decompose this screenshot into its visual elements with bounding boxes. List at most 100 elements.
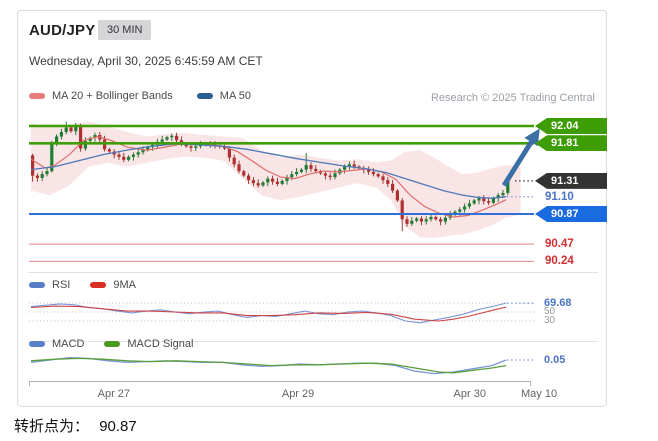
ma50-line	[30, 143, 507, 199]
legend-macd-swatch	[29, 341, 45, 347]
legend-rsi-swatch	[90, 282, 107, 288]
legend-rsi-label: 9MA	[113, 279, 136, 291]
candle-body	[55, 136, 59, 143]
candle-body	[35, 175, 39, 178]
candle-body	[472, 200, 476, 204]
candle-body	[299, 169, 303, 172]
candle-body	[323, 173, 327, 176]
candle-body	[429, 216, 433, 220]
chart-date: Wednesday, April 30, 2025 6:45:59 AM CET	[29, 54, 263, 68]
panel-divider	[28, 341, 598, 342]
candle-body	[146, 147, 150, 151]
candle-body	[467, 203, 471, 207]
candle-body	[371, 171, 375, 175]
candle-body	[304, 165, 308, 170]
candle-body	[391, 183, 395, 191]
candle-body	[88, 138, 92, 142]
x-axis-bracket	[29, 381, 531, 386]
macd-value-label: 0.05	[544, 354, 566, 366]
candle-body	[496, 195, 500, 199]
candle-body	[424, 219, 428, 222]
candle-body	[463, 206, 467, 210]
candle-body	[83, 141, 87, 149]
candle-body	[194, 146, 198, 148]
attribution-text: Research © 2025 Trading Central	[430, 92, 595, 104]
candle-body	[107, 149, 111, 152]
candle-body	[31, 155, 35, 176]
candle-body	[501, 192, 505, 196]
panel-divider	[28, 272, 598, 273]
legend-macd-label: MACD Signal	[127, 338, 194, 350]
candle-body	[415, 218, 419, 221]
pivot-point: 转折点为： 90.87	[14, 415, 137, 436]
candle-body	[131, 154, 135, 157]
rsi-level-label: 69.68	[544, 297, 572, 310]
candle-body	[40, 174, 44, 178]
candle-body	[333, 173, 337, 178]
candle-body	[266, 178, 270, 183]
candle-body	[309, 165, 313, 169]
candle-body	[386, 180, 390, 184]
legend-rsi-label: RSI	[52, 279, 71, 291]
macd-series	[30, 357, 507, 374]
legend-macd-item: MACD Signal	[104, 338, 193, 350]
candle-body	[314, 168, 318, 172]
legend-macd-swatch	[104, 341, 121, 347]
candle-body	[434, 216, 438, 220]
candle-body	[199, 144, 203, 147]
candle-body	[328, 175, 332, 178]
candle-body	[405, 219, 409, 224]
chart-card: AUD/JPY 30 MIN Wednesday, April 30, 2025…	[17, 10, 607, 407]
legend-rsi-item: 9MA	[90, 279, 136, 291]
candle-body	[347, 164, 351, 167]
candle-body	[232, 157, 236, 165]
rsi-level-label: 30	[544, 315, 556, 326]
candle-body	[275, 181, 279, 184]
candle-body	[367, 169, 371, 172]
candle-body	[376, 174, 380, 177]
candle-body	[477, 198, 481, 201]
candle-body	[400, 200, 404, 220]
candle-body	[352, 164, 356, 167]
candle-body	[189, 146, 193, 148]
rsi-level-label: 50	[544, 306, 556, 317]
candle-body	[343, 166, 347, 170]
candle-body	[506, 180, 510, 193]
candle-body	[93, 135, 97, 139]
pivot-point-label: 转折点为：	[14, 418, 90, 435]
candle-body	[175, 135, 179, 141]
candle-body	[117, 154, 121, 157]
candle-body	[261, 182, 265, 186]
macd-chart	[30, 356, 534, 375]
candle-body	[136, 152, 140, 155]
candle-body	[122, 156, 126, 160]
candle-body	[141, 150, 145, 153]
candle-body	[184, 144, 188, 147]
legend-rsi-swatch	[29, 282, 45, 288]
candle-body	[127, 156, 131, 160]
candle-body	[256, 183, 260, 186]
candle-body	[487, 201, 491, 203]
candlestick-chart	[29, 121, 540, 262]
candle-body	[45, 171, 49, 175]
candle-body	[69, 127, 73, 132]
candle-body	[170, 135, 174, 138]
candle-body	[165, 137, 169, 140]
main-chart-legend: MA 20 + Bollinger Bands MA 50	[29, 90, 251, 102]
candle-body	[79, 126, 83, 149]
rsi-series-rsi	[30, 302, 507, 324]
candle-body	[227, 148, 231, 158]
candle-body	[482, 198, 486, 202]
legend-main-label: MA 50	[219, 90, 251, 102]
candle-body	[290, 174, 294, 178]
macd-legend: MACD MACD Signal	[29, 338, 193, 350]
symbol-title: AUD/JPY	[29, 22, 96, 39]
legend-main-label: MA 20 + Bollinger Bands	[52, 90, 173, 102]
candle-body	[271, 178, 275, 182]
candle-body	[395, 190, 399, 201]
x-axis-tick: Apr 30	[453, 388, 486, 400]
candle-body	[251, 180, 255, 184]
legend-main-swatch	[196, 93, 213, 99]
candle-body	[458, 209, 462, 212]
